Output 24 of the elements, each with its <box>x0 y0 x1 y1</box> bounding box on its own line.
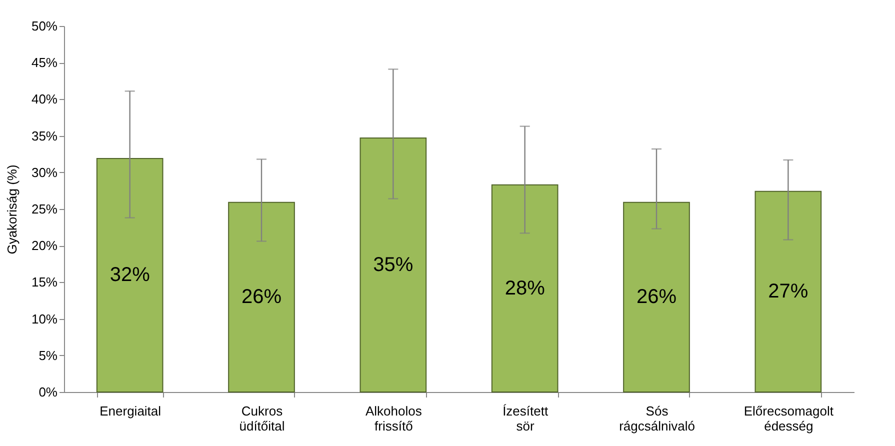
y-axis-title: Gyakoriság (%) <box>4 164 20 254</box>
data-label: 35% <box>373 254 414 276</box>
x-tick-label: Sós rágcsálnivaló <box>619 404 695 434</box>
y-tick-label: 25% <box>31 202 58 216</box>
y-tick-label: 15% <box>31 274 58 290</box>
data-label: 26% <box>636 286 677 308</box>
x-tick-label: Ízesített sör <box>502 404 548 434</box>
y-tick-label: 50% <box>31 18 58 34</box>
y-tick-label: 30% <box>31 164 58 180</box>
y-tick-label: 35% <box>31 128 58 144</box>
y-tick-label: 0% <box>38 384 58 400</box>
data-label: 26% <box>241 286 282 308</box>
x-tick-label: Előrecsomagolt édesség <box>744 404 834 434</box>
x-tick-label: Cukros üdítőital <box>239 404 285 434</box>
x-tick-label: Alkoholos frissítő <box>365 404 422 434</box>
data-label: 28% <box>504 277 546 300</box>
y-tick-label: 45% <box>31 55 58 70</box>
data-label: 32% <box>110 264 150 286</box>
y-tick-label: 10% <box>31 311 58 326</box>
x-tick-label: Energiaital <box>100 404 162 418</box>
y-tick-label: 20% <box>31 238 58 254</box>
y-tick-label: 40% <box>31 92 58 107</box>
y-tick-label: 5% <box>38 348 58 363</box>
data-label: 27% <box>768 280 808 303</box>
